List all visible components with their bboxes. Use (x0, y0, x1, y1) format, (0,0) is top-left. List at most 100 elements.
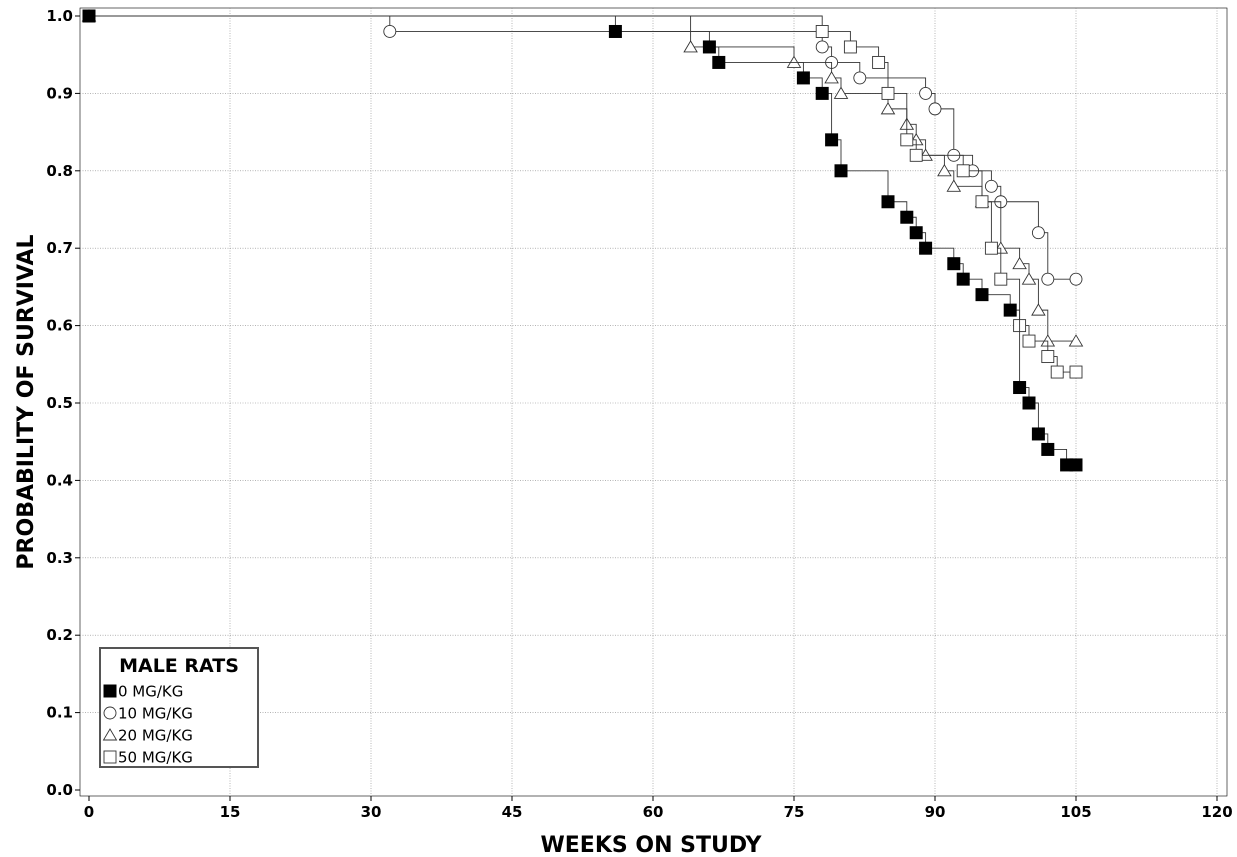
point-open-triangle (683, 40, 698, 53)
y-tick-label: 0.3 (46, 549, 73, 567)
point-open-triangle (833, 86, 849, 99)
point-open-square (1069, 365, 1083, 379)
point-open-square (103, 750, 117, 764)
x-tick-label: 60 (643, 803, 664, 821)
point-open-circle (853, 71, 867, 85)
point-open-triangle (1031, 303, 1046, 316)
series-0-mg-kg (82, 9, 1083, 472)
legend-label: 20 MG/KG (118, 727, 193, 745)
point-filled-square (1031, 427, 1045, 441)
x-tick-label: 120 (1201, 803, 1232, 821)
point-filled-square (909, 226, 923, 240)
legend-entries: 0 MG/KG 10 MG/KG 20 MG/KG 50 MG/KG (102, 683, 193, 767)
y-tick-label: 0.9 (46, 84, 73, 102)
x-tick-label: 75 (784, 803, 805, 821)
point-filled-square (103, 684, 117, 698)
series-20-mg-kg (81, 9, 1084, 347)
legend-label: 0 MG/KG (118, 683, 183, 701)
point-open-triangle (1021, 272, 1037, 285)
x-tick-label: 45 (502, 803, 523, 821)
y-tick-label: 0.4 (46, 471, 73, 489)
point-open-square (1022, 334, 1036, 348)
point-open-square (900, 133, 914, 147)
legend: MALE RATS 0 MG/KG 10 MG/KG 20 MG/KG 50 MG/K… (99, 647, 259, 768)
point-open-square (881, 86, 895, 100)
point-open-square (984, 241, 998, 255)
point-open-triangle (946, 179, 962, 192)
series-50-mg-kg (82, 9, 1083, 379)
x-tick-label: 90 (925, 803, 946, 821)
point-filled-square (1003, 303, 1017, 317)
point-open-circle (383, 25, 397, 38)
point-open-square (975, 195, 989, 209)
legend-title: MALE RATS (119, 655, 239, 677)
point-open-circle (1031, 226, 1045, 240)
y-tick-label: 0.2 (46, 626, 73, 644)
point-open-triangle (786, 55, 802, 68)
point-open-triangle (102, 728, 118, 741)
x-tick-label: 15 (220, 803, 241, 821)
point-filled-square (796, 71, 810, 85)
x-tick-label: 30 (361, 803, 382, 821)
legend-label: 10 MG/KG (118, 705, 193, 723)
survival-step-line (89, 15, 1076, 280)
point-filled-square (834, 164, 848, 178)
point-filled-square (82, 9, 96, 23)
point-open-circle (815, 40, 829, 54)
point-open-square (1050, 365, 1064, 379)
point-open-square (843, 40, 857, 54)
x-tick-label: 0 (84, 803, 94, 821)
point-open-circle (928, 102, 942, 116)
point-open-triangle (1068, 334, 1084, 347)
legend-box (99, 647, 259, 768)
series-group (81, 9, 1084, 472)
x-tick-label: 105 (1060, 803, 1091, 821)
point-filled-square (712, 55, 726, 69)
point-open-triangle (1012, 256, 1027, 270)
y-axis-title: PROBABILITY OF SURVIVAL (14, 234, 39, 569)
point-filled-square (1022, 396, 1036, 410)
point-open-square (815, 25, 829, 38)
point-open-square (956, 164, 970, 178)
point-filled-square (608, 24, 622, 38)
point-open-triangle (937, 163, 952, 177)
survival-step-line (89, 15, 1076, 373)
series-10-mg-kg (82, 9, 1083, 286)
point-filled-square (825, 133, 839, 147)
point-filled-square (815, 86, 829, 100)
y-tick-label: 1.0 (46, 7, 73, 25)
y-tick-label: 0.7 (46, 239, 73, 257)
point-filled-square (881, 195, 895, 209)
point-open-circle (103, 706, 117, 720)
point-filled-square (956, 272, 970, 286)
point-open-triangle (824, 71, 839, 84)
point-filled-square (1013, 381, 1027, 395)
point-open-circle (984, 179, 998, 193)
point-filled-square (975, 288, 989, 302)
point-filled-square (947, 257, 961, 271)
survival-step-line (89, 15, 1076, 466)
point-filled-square (919, 241, 933, 255)
point-filled-square (1041, 442, 1055, 456)
point-open-circle (1069, 272, 1083, 286)
survival-step-line (89, 15, 1076, 342)
point-filled-square (900, 210, 914, 224)
point-open-square (872, 55, 886, 69)
point-open-square (1041, 350, 1055, 364)
point-open-circle (919, 86, 933, 100)
point-open-circle (1041, 272, 1055, 286)
y-tick-label: 0.6 (46, 317, 73, 335)
y-tick-label: 0.5 (46, 394, 73, 412)
point-filled-square (702, 40, 716, 54)
y-tick-label: 0.0 (46, 781, 73, 799)
point-open-triangle (880, 101, 896, 115)
point-filled-square (1069, 458, 1083, 472)
axes: 0 15 30 45 60 75 90 105 120 0.0 0.1 0.2 0.3 0.4 0.5 0.6… (46, 7, 1232, 821)
point-open-square (994, 272, 1008, 286)
point-open-square (909, 148, 923, 162)
y-tick-label: 0.1 (46, 704, 73, 722)
legend-label: 50 MG/KG (118, 749, 193, 767)
y-tick-label: 0.8 (46, 162, 73, 180)
x-axis-title: WEEKS ON STUDY (541, 833, 763, 857)
